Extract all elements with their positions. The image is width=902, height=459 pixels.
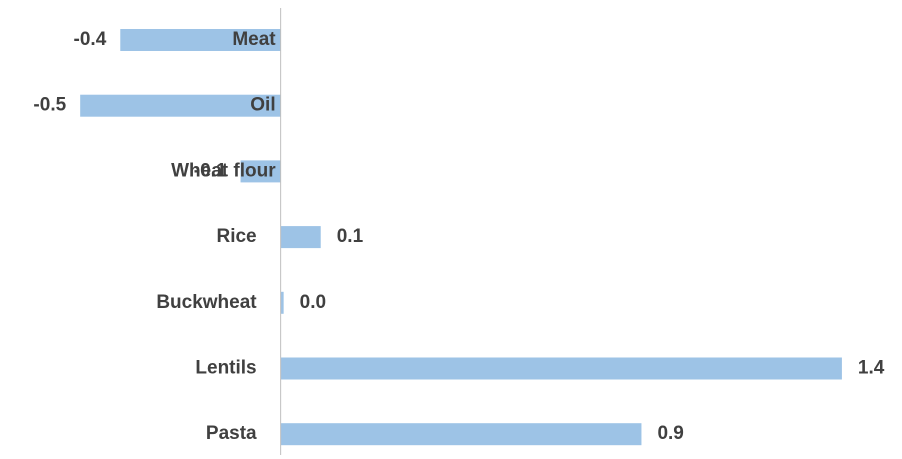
value-label: 0.9 <box>657 423 683 444</box>
category-label: Oil <box>250 95 275 116</box>
value-label: -0.1 <box>194 160 227 181</box>
bar <box>280 357 842 380</box>
category-label: Meat <box>232 29 276 50</box>
category-label: Pasta <box>206 423 257 444</box>
value-label: 0.0 <box>300 292 326 313</box>
category-label: Buckwheat <box>156 292 257 313</box>
value-label: -0.5 <box>33 95 66 116</box>
value-label: -0.4 <box>74 29 107 50</box>
category-label: Rice <box>216 226 256 247</box>
bar <box>280 226 321 249</box>
bar <box>120 29 281 51</box>
bar <box>280 423 642 446</box>
bar <box>240 160 281 183</box>
bar <box>80 94 281 117</box>
value-label: 0.1 <box>337 226 364 247</box>
bar <box>280 291 284 314</box>
category-label: Lentils <box>195 358 256 379</box>
value-label: 1.4 <box>858 358 885 379</box>
category-label: Wheat flour <box>171 160 276 181</box>
